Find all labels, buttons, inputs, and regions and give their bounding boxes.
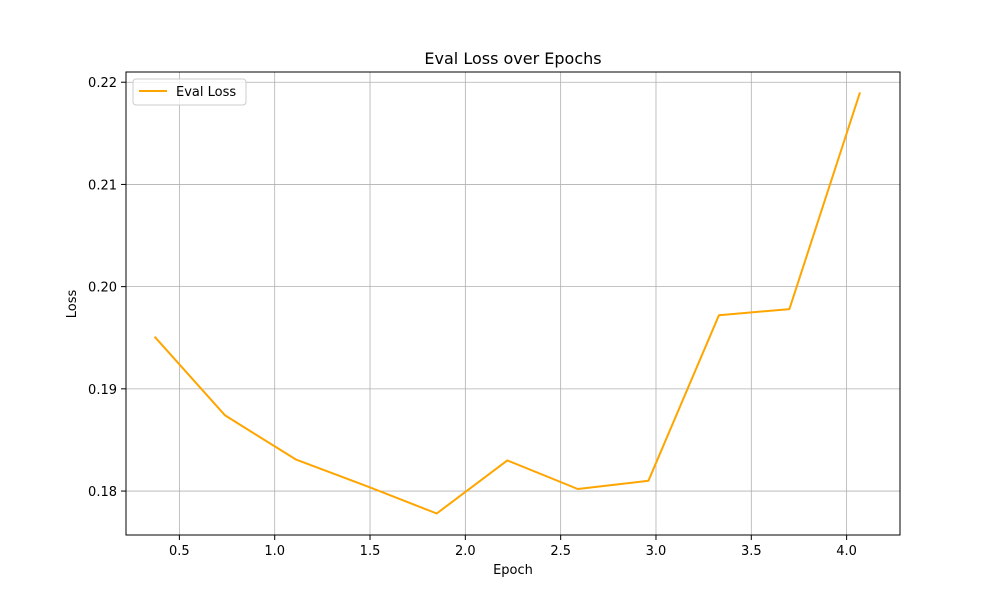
y-axis: 0.18 0.19 0.20 0.21 0.22 (88, 76, 126, 500)
chart-title: Eval Loss over Epochs (424, 49, 601, 68)
series-line-eval-loss (153, 92, 861, 515)
series-group (153, 92, 861, 515)
y-tick-label: 0.20 (88, 281, 117, 296)
y-tick-label: 0.22 (88, 76, 117, 91)
legend-box (132, 78, 247, 106)
x-tick-label: 3.0 (646, 544, 667, 559)
y-tick-label: 0.18 (88, 485, 117, 500)
x-tick-label: 4.0 (836, 544, 857, 559)
y-tick-label: 0.19 (88, 383, 117, 398)
x-axis-label: Epoch (493, 563, 533, 578)
x-tick-label: 0.5 (169, 544, 190, 559)
y-axis-label: Loss (65, 290, 80, 319)
y-tick-label: 0.21 (88, 178, 117, 193)
x-tick-label: 1.0 (264, 544, 285, 559)
x-tick-label: 3.5 (741, 544, 762, 559)
x-tick-label: 2.5 (550, 544, 571, 559)
legend: Eval Loss (132, 78, 247, 106)
plot-area-frame (125, 71, 901, 536)
x-tick-label: 2.0 (455, 544, 476, 559)
legend-label-eval-loss: Eval Loss (176, 85, 236, 100)
x-tick-label: 1.5 (360, 544, 381, 559)
grid (126, 72, 900, 535)
x-axis: 0.5 1.0 1.5 2.0 2.5 3.0 3.5 4.0 (169, 535, 857, 559)
